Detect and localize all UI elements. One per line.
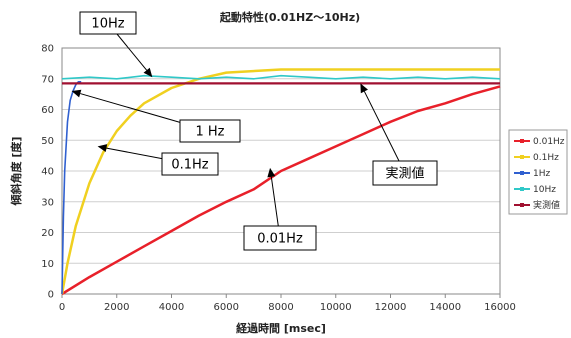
x-tick-label: 14000 xyxy=(429,302,461,313)
y-tick-label: 0 xyxy=(48,290,54,301)
x-axis-ticks: 0 2000 4000 6000 8000 10000 12000 14000 16000 xyxy=(59,294,516,313)
chart-title: 起動特性(0.01HZ～10Hz) xyxy=(219,10,360,24)
legend-label: 1Hz xyxy=(533,169,550,179)
callout-arrow xyxy=(270,176,279,227)
y-tick-label: 80 xyxy=(41,44,54,55)
y-axis-ticks: 0 10 20 30 40 50 60 70 80 xyxy=(41,44,54,301)
x-tick-label: 16000 xyxy=(484,302,516,313)
callout-arrowhead xyxy=(267,167,276,178)
legend-label: 0.01Hz xyxy=(533,137,565,147)
x-tick-label: 6000 xyxy=(214,302,239,313)
callout-label: 0.01Hz xyxy=(257,232,303,247)
legend-marker xyxy=(520,203,524,207)
x-tick-label: 2000 xyxy=(104,302,129,313)
callout-arrowhead xyxy=(360,83,368,94)
y-tick-label: 60 xyxy=(41,105,54,116)
y-tick-label: 20 xyxy=(41,228,54,239)
series-lines xyxy=(60,68,501,296)
x-tick-label: 12000 xyxy=(375,302,407,313)
legend-label: 0.1Hz xyxy=(533,153,559,163)
callout-arrow xyxy=(363,91,400,162)
callout-box xyxy=(79,11,137,35)
callout-arrow xyxy=(80,93,181,123)
legend-marker xyxy=(520,155,524,159)
x-tick-label: 8000 xyxy=(268,302,293,313)
x-tick-label: 0 xyxy=(59,302,65,313)
callout-arrow xyxy=(116,33,148,71)
callout-arrow xyxy=(106,147,163,160)
callout-box xyxy=(372,160,438,186)
y-tick-label: 10 xyxy=(41,259,54,270)
series-line xyxy=(61,81,82,295)
callout-arrowhead xyxy=(97,144,108,153)
callout-arrowhead xyxy=(143,67,153,78)
series-line xyxy=(61,85,501,296)
x-tick-label: 10000 xyxy=(320,302,352,313)
legend: 0.01Hz 0.1Hz 1Hz 10Hz 実測値 xyxy=(508,129,568,215)
y-tick-label: 70 xyxy=(41,74,54,85)
y-tick-label: 30 xyxy=(41,197,54,208)
legend-label: 実測値 xyxy=(533,199,560,211)
x-axis-label: 経過時間 [msec] xyxy=(236,321,326,335)
y-tick-label: 50 xyxy=(41,136,54,147)
callout-box xyxy=(161,152,219,176)
x-tick-label: 4000 xyxy=(159,302,184,313)
callout-box xyxy=(179,119,241,143)
callouts: 10Hz 1 Hz 0.1Hz 実測値 0.01Hz xyxy=(71,11,438,251)
callout-box xyxy=(243,225,317,251)
legend-marker xyxy=(520,187,524,191)
legend-marker xyxy=(520,171,524,175)
y-tick-label: 40 xyxy=(41,167,54,178)
legend-label: 10Hz xyxy=(533,185,556,195)
legend-marker xyxy=(520,139,524,143)
callout-arrowhead xyxy=(71,89,82,98)
callout-label: 10Hz xyxy=(91,17,124,32)
callout-label: 実測値 xyxy=(385,166,424,182)
callout-label: 0.1Hz xyxy=(171,158,208,173)
series-line xyxy=(60,68,500,295)
callout-label: 1 Hz xyxy=(195,125,224,140)
y-axis-label: 傾斜角度 [度] xyxy=(9,137,23,207)
series-line xyxy=(61,74,501,80)
